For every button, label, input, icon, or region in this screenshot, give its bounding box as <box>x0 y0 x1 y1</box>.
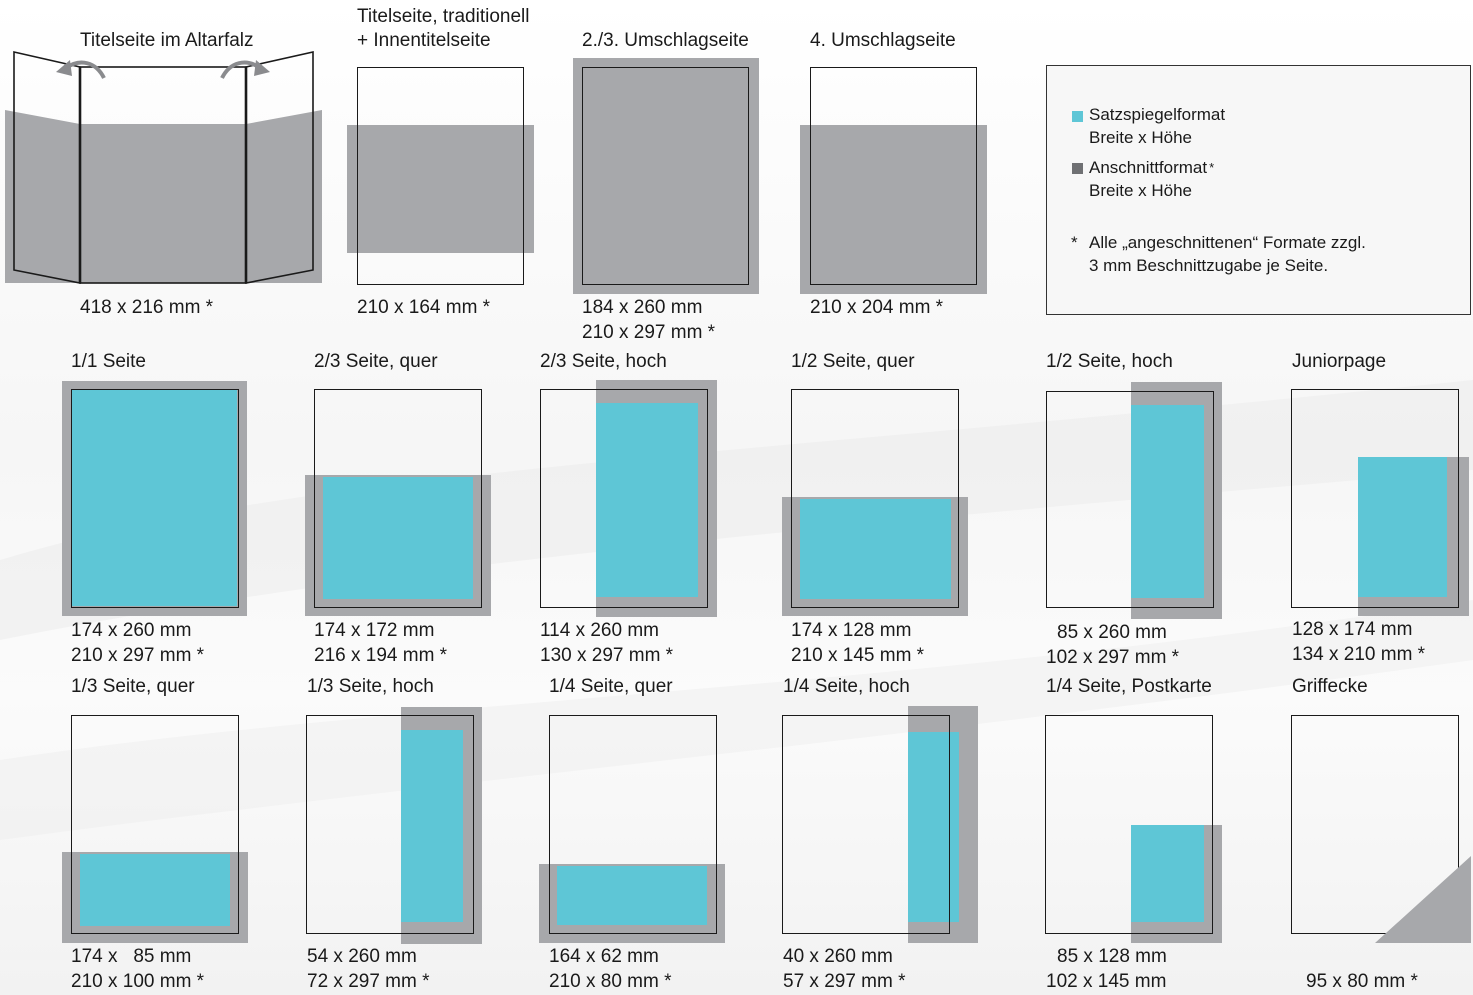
format-title: 1/3 Seite, quer <box>71 676 195 697</box>
page-outline <box>791 389 959 608</box>
format-title: 1/3 Seite, hoch <box>307 676 434 697</box>
legend-anschnitt-label: Anschnittformat * <box>1089 158 1215 177</box>
type-area <box>800 499 951 599</box>
bleed-area <box>347 125 534 253</box>
format-title: 1/2 Seite, quer <box>791 351 915 372</box>
legend-anschnitt-sub: Breite x Höhe <box>1089 181 1192 200</box>
format-dimensions: 210 x 297 mm * <box>582 322 716 343</box>
type-area <box>557 866 707 925</box>
page-outline <box>540 389 708 608</box>
page-outline <box>306 715 474 934</box>
legend-satzspiegel-sub: Breite x Höhe <box>1089 128 1192 147</box>
type-area <box>401 730 463 922</box>
legend-satzspiegel-label: Satzspiegelformat <box>1089 105 1226 124</box>
page-outline <box>71 715 239 934</box>
format-dimensions: 134 x 210 mm * <box>1292 644 1426 665</box>
format-title: 2/3 Seite, quer <box>314 351 438 372</box>
legend-note-line2: 3 mm Beschnittzugabe je Seite. <box>1089 256 1329 275</box>
format-dimensions: 114 x 260 mm <box>540 620 659 641</box>
format-title: 2./3. Umschlagseite <box>582 30 749 51</box>
format-title-line2: + Innentitelseite <box>357 30 491 51</box>
page-outline <box>549 715 717 934</box>
bleed-area <box>800 125 987 294</box>
format-title: 1/4 Seite, hoch <box>783 676 910 697</box>
format-dimensions: 210 x 164 mm * <box>357 297 491 318</box>
page-outline <box>810 67 977 285</box>
bleed-area <box>573 58 759 294</box>
format-dimensions: 210 x 204 mm * <box>810 297 944 318</box>
format-title-line1: Titelseite, traditionell <box>357 6 530 27</box>
format-dimensions: 102 x 145 mm <box>1046 971 1167 992</box>
page-outline <box>782 715 950 934</box>
page-outline <box>314 389 482 608</box>
format-dimensions: 40 x 260 mm <box>783 946 893 967</box>
legend-box: Satzspiegelformat Breite x Höhe Anschnit… <box>1046 65 1471 315</box>
legend-note-line1: Alle „angeschnittenen“ Formate zzgl. <box>1089 233 1366 252</box>
format-dimensions: 210 x 145 mm * <box>791 645 925 666</box>
format-dimensions: 54 x 260 mm <box>307 946 417 967</box>
type-area <box>80 854 230 926</box>
type-area <box>1358 457 1447 597</box>
format-title: 1/4 Seite, quer <box>549 676 673 697</box>
page-outline <box>1046 391 1214 608</box>
format-dimensions: 164 x 62 mm <box>549 946 659 967</box>
type-area <box>908 732 959 922</box>
type-area <box>1131 405 1204 598</box>
format-title: 4. Umschlagseite <box>810 30 956 51</box>
format-title: 1/1 Seite <box>71 351 146 372</box>
altarfalz-diagram <box>5 50 322 284</box>
format-dimensions: 85 x 128 mm <box>1057 946 1167 967</box>
page-outline <box>1291 389 1459 608</box>
page-outline <box>71 389 239 608</box>
format-dimensions: 210 x 297 mm * <box>71 645 205 666</box>
format-title: 1/2 Seite, hoch <box>1046 351 1173 372</box>
format-dimensions: 174 x 128 mm <box>791 620 912 641</box>
type-area <box>1131 825 1204 922</box>
format-dimensions: 418 x 216 mm * <box>80 297 214 318</box>
format-dimensions: 57 x 297 mm * <box>783 971 906 992</box>
type-area <box>596 403 698 597</box>
type-area <box>323 477 473 599</box>
legend-note-star: * <box>1071 233 1078 252</box>
format-dimensions: 174 x 85 mm <box>71 946 192 967</box>
format-dimensions: 102 x 297 mm * <box>1046 647 1180 668</box>
format-dimensions: 210 x 80 mm * <box>549 971 672 992</box>
page-outline <box>357 67 524 285</box>
anschnitt-swatch <box>1072 163 1083 174</box>
format-dimensions: 130 x 297 mm * <box>540 645 674 666</box>
page-outline <box>582 67 749 285</box>
page-outline <box>1045 715 1213 934</box>
type-area <box>71 390 237 606</box>
format-dimensions: 210 x 100 mm * <box>71 971 205 992</box>
format-dimensions: 174 x 172 mm <box>314 620 435 641</box>
page-outline <box>1291 715 1459 934</box>
format-dimensions: 72 x 297 mm * <box>307 971 430 992</box>
griffecke-corner <box>1375 856 1471 943</box>
format-title: 2/3 Seite, hoch <box>540 351 667 372</box>
format-dimensions: 95 x 80 mm * <box>1306 971 1418 992</box>
format-title: Juniorpage <box>1292 351 1387 372</box>
format-dimensions: 174 x 260 mm <box>71 620 192 641</box>
format-dimensions: 85 x 260 mm <box>1057 622 1167 643</box>
format-title: Titelseite im Altarfalz <box>80 30 254 51</box>
satzspiegel-swatch <box>1072 111 1083 122</box>
format-dimensions: 128 x 174 mm <box>1292 619 1413 640</box>
format-title: Griffecke <box>1292 676 1368 697</box>
format-dimensions: 184 x 260 mm <box>582 297 703 318</box>
format-dimensions: 216 x 194 mm * <box>314 645 448 666</box>
format-title: 1/4 Seite, Postkarte <box>1046 676 1212 697</box>
